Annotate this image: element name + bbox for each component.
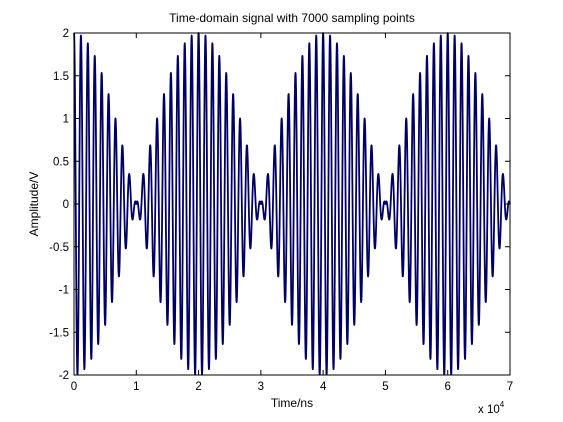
y-tick-label: -0.5 bbox=[49, 242, 69, 254]
y-tick-label: -1.5 bbox=[49, 327, 69, 339]
y-tick-label: 2 bbox=[63, 28, 69, 40]
x-axis-multiplier-exponent: 4 bbox=[500, 400, 505, 409]
x-tick-label: 1 bbox=[133, 381, 139, 393]
x-tick-label: 3 bbox=[258, 381, 264, 393]
y-tick-label: -2 bbox=[59, 370, 69, 382]
x-tick-label: 7 bbox=[507, 381, 513, 393]
y-tick-label: 1 bbox=[63, 114, 69, 126]
y-tick-label: 0.5 bbox=[53, 156, 69, 168]
y-tick-label: -1 bbox=[59, 285, 69, 297]
x-tick-label: 0 bbox=[71, 381, 77, 393]
x-tick-label: 4 bbox=[320, 381, 327, 393]
y-tick-label: 1.5 bbox=[53, 71, 69, 83]
y-axis-label: Amplitude/V bbox=[27, 172, 41, 237]
x-tick-label: 5 bbox=[382, 381, 388, 393]
x-axis-label: Time/ns bbox=[271, 396, 313, 410]
signal-series-line bbox=[73, 32, 511, 376]
x-tick-label: 6 bbox=[445, 381, 451, 393]
y-axis-ticks: -2 -1.5 -1 -0.5 0 0.5 1 1.5 2 bbox=[49, 28, 510, 382]
x-axis-ticks: 0 1 2 3 4 5 6 7 bbox=[71, 33, 513, 393]
x-axis-multiplier-base: x 10 bbox=[478, 404, 500, 416]
x-tick-label: 2 bbox=[195, 381, 201, 393]
x-axis-multiplier: x 104 bbox=[478, 400, 505, 416]
chart-title: Time-domain signal with 7000 sampling po… bbox=[169, 11, 415, 25]
y-tick-label: 0 bbox=[63, 199, 69, 211]
